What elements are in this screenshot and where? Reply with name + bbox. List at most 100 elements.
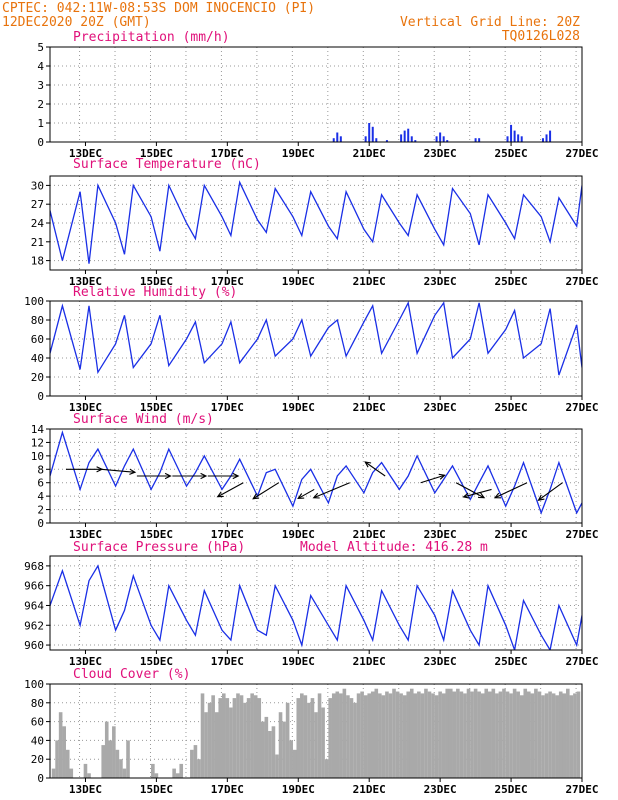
x-tick-label: 23DEC	[424, 401, 457, 414]
y-tick-label: 27	[31, 198, 44, 211]
x-tick-label: 13DEC	[69, 275, 102, 288]
x-tick-label: 27DEC	[565, 147, 598, 160]
wind-vector	[538, 482, 563, 501]
cloud-cover-bar	[456, 688, 460, 778]
cloud-cover-bar	[246, 698, 251, 778]
cloud-cover-bar	[112, 726, 116, 778]
x-tick-label: 19DEC	[282, 783, 315, 796]
x-tick-label: 27DEC	[565, 783, 598, 796]
cloud-cover-bar	[353, 702, 357, 778]
cloud-cover-bar	[324, 759, 329, 778]
precipitation-bar	[403, 130, 406, 142]
precipitation-bar	[400, 134, 403, 142]
cloud-cover-bar	[349, 698, 354, 778]
x-tick-label: 19DEC	[282, 401, 315, 414]
series-line	[50, 301, 582, 376]
x-tick-label: 19DEC	[282, 655, 315, 668]
x-tick-label: 23DEC	[424, 275, 457, 288]
x-tick-label: 23DEC	[424, 783, 457, 796]
cloud-cover-bar	[253, 695, 258, 778]
wind-vector-head	[252, 493, 260, 500]
y-tick-label: 1	[37, 117, 44, 130]
cloud-cover-bar	[512, 688, 517, 778]
cloud-cover-bar	[126, 740, 130, 778]
cloud-cover-bar	[534, 688, 538, 778]
series-line	[50, 430, 582, 515]
plot-frame	[49, 555, 583, 651]
header-location: CPTEC: 042:11W-08:53S DOM INOCENCIO (PI)	[2, 1, 315, 16]
y-tick-label: 8	[37, 463, 44, 476]
cloud-cover-bar	[69, 768, 74, 778]
cloud-cover-bar	[328, 698, 332, 778]
x-tick-label: 17DEC	[211, 275, 244, 288]
precipitation-bar	[439, 132, 442, 142]
cloud-cover-bar	[558, 691, 563, 778]
y-tick-label: 24	[31, 217, 45, 230]
wind-vector	[217, 482, 244, 498]
cloud-cover-bar	[264, 716, 269, 778]
cloud-cover-bar	[452, 691, 457, 778]
wind-vector	[420, 474, 445, 484]
y-tick-label: 80	[31, 697, 44, 710]
cloud-cover-bar	[342, 688, 347, 778]
precipitation-bar	[541, 138, 544, 142]
header-grid-line: Vertical Grid Line: 20Z	[400, 15, 580, 30]
wind-vector	[252, 482, 280, 500]
x-tick-label: 13DEC	[69, 401, 102, 414]
cloud-cover-bar	[569, 695, 574, 778]
x-tick-label: 25DEC	[495, 147, 528, 160]
cloud-cover-bar	[335, 691, 340, 778]
cloud-cover-bar	[399, 693, 403, 778]
cloud-cover-bar	[87, 773, 91, 778]
cloud-cover-panel: 0 20 40 60 80 100 13DEC 15DEC 17DEC 19DEC 21DEC 23D…	[24, 667, 598, 796]
y-tick-label: 0	[37, 772, 44, 785]
cloud-cover-bar	[282, 721, 286, 778]
cloud-cover-bar	[278, 712, 283, 778]
x-tick-label: 21DEC	[353, 275, 386, 288]
wind-vector-head	[438, 473, 446, 480]
x-tick-label: 21DEC	[353, 528, 386, 541]
cloud-cover-bar	[381, 695, 386, 778]
wind-vector-head	[478, 492, 486, 499]
cloud-cover-bar	[239, 695, 244, 778]
y-tick-label: 18	[31, 255, 44, 268]
cloud-cover-bar	[566, 688, 570, 778]
cloud-cover-bar	[502, 688, 506, 778]
cloud-cover-bar	[388, 693, 393, 778]
cloud-cover-bar	[236, 693, 240, 778]
cloud-cover-bar	[207, 702, 212, 778]
relative-humidity-panel: 0 20 40 60 80 100 13DEC 15DEC 17DEC 19DEC 21DEC 23D…	[24, 285, 598, 414]
cloud-cover-bar	[378, 693, 382, 778]
wind-vector-head	[129, 468, 137, 475]
bar-series	[51, 688, 581, 778]
cloud-cover-bar	[385, 691, 389, 778]
y-tick-label: 20	[31, 753, 44, 766]
precipitation-bar	[510, 124, 513, 142]
cloud-cover-bar	[197, 759, 201, 778]
y-tick-label: 5	[37, 41, 44, 54]
cloud-cover-bar	[360, 691, 364, 778]
cloud-cover-bar	[317, 693, 322, 778]
x-tick-label: 17DEC	[211, 655, 244, 668]
precipitation-bar	[414, 140, 417, 142]
y-tick-label: 10	[31, 450, 44, 463]
cloud-cover-bar	[406, 691, 411, 778]
x-tick-label: 19DEC	[282, 147, 315, 160]
cloud-cover-bar	[356, 693, 361, 778]
y-tick-label: 964	[24, 599, 44, 612]
cloud-cover-bar	[448, 688, 453, 778]
y-tick-label: 0	[37, 390, 44, 403]
cloud-cover-bar	[551, 693, 556, 778]
y-tick-label: 30	[31, 179, 44, 192]
x-tick-label: 13DEC	[69, 783, 102, 796]
wind-vector-head	[364, 461, 372, 468]
precipitation-bar	[368, 123, 371, 142]
cloud-cover-bar	[491, 688, 496, 778]
cloud-cover-bar	[55, 740, 59, 778]
cloud-cover-bar	[445, 688, 450, 778]
x-tick-label: 25DEC	[495, 655, 528, 668]
cloud-cover-bar	[275, 754, 279, 778]
cloud-cover-bar	[527, 691, 531, 778]
cloud-cover-bar	[434, 695, 439, 778]
precipitation-bar	[435, 136, 438, 142]
